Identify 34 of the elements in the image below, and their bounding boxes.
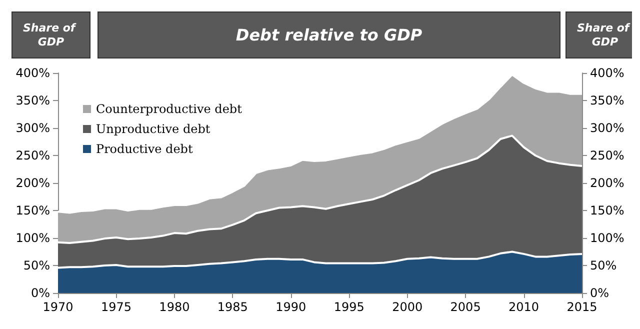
chart-title: Debt relative to GDP — [236, 26, 422, 44]
y2-tick-label: 250% — [590, 148, 624, 162]
y-axis-title: Share of GDP — [22, 22, 80, 48]
y-tick-label: 150% — [16, 204, 50, 218]
x-tick-label: 1980 — [159, 300, 190, 314]
y-tick-label: 0% — [30, 286, 50, 300]
x-tick-label: 1995 — [334, 300, 364, 314]
y2-tick-label: 300% — [590, 121, 624, 135]
x-tick-label: 1970 — [42, 300, 74, 314]
x-tick-label: 2005 — [450, 300, 481, 314]
y2-tick-label: 400% — [590, 66, 624, 80]
y2-axis-title: Share of GDP — [576, 22, 634, 48]
x-tick-label: 2015 — [566, 300, 598, 314]
legend-label: Counterproductive debt — [96, 102, 242, 116]
y-tick-label: 350% — [16, 94, 50, 108]
y2-tick-label: 150% — [590, 204, 624, 218]
y2-tick-label: 200% — [590, 176, 624, 190]
y2-tick-label: 0% — [590, 286, 610, 300]
y2-tick-label: 350% — [590, 94, 624, 108]
y-tick-label: 200% — [16, 176, 50, 190]
y-tick-label: 50% — [23, 258, 50, 272]
y2-tick-label: 50% — [590, 258, 617, 272]
legend-label: Unproductive debt — [96, 122, 210, 136]
x-tick-label: 1975 — [100, 300, 132, 314]
x-tick-label: 2000 — [392, 300, 423, 314]
y2-tick-label: 100% — [590, 231, 624, 245]
legend-label: Productive debt — [96, 142, 193, 156]
y-tick-label: 400% — [16, 66, 50, 80]
x-tick-label: 1985 — [217, 300, 248, 314]
y-tick-label: 100% — [16, 231, 50, 245]
x-tick-label: 1990 — [276, 300, 306, 314]
y-tick-label: 250% — [16, 148, 50, 162]
y-tick-label: 300% — [16, 121, 50, 135]
x-tick-label: 2010 — [508, 300, 540, 314]
